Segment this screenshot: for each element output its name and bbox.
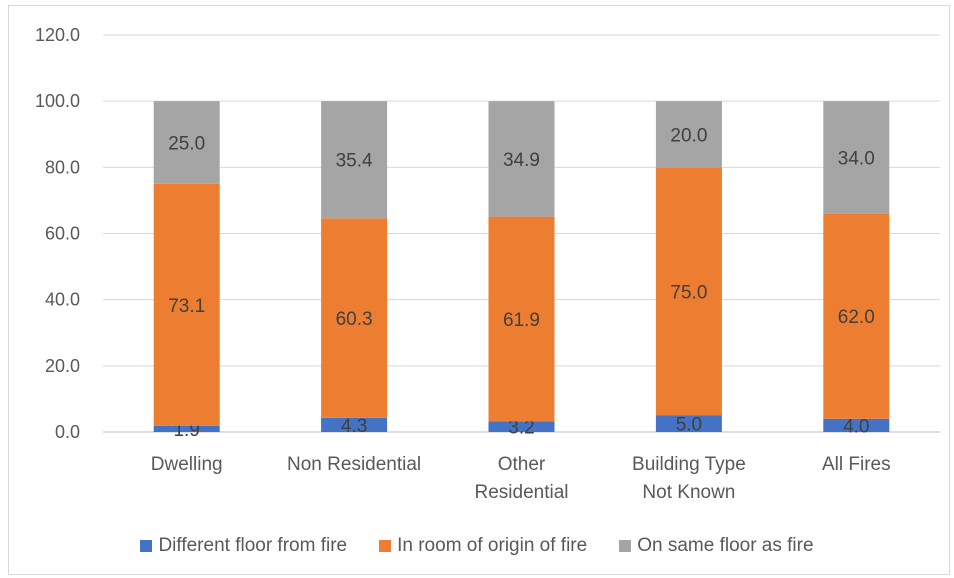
data-label: 20.0 (670, 125, 707, 146)
y-tick-label: 120.0 (35, 25, 80, 45)
bar-segment (488, 101, 555, 217)
bar-segment (655, 415, 722, 432)
x-category-label: Other (498, 454, 546, 475)
x-category-label: All Fires (822, 454, 891, 475)
data-label: 73.1 (168, 296, 205, 317)
bar-segment (153, 101, 220, 184)
data-label: 34.0 (838, 148, 875, 169)
data-label: 61.9 (503, 310, 540, 331)
x-category-label: Building Type (632, 454, 746, 475)
x-category-label: Dwelling (151, 454, 223, 475)
data-label: 4.3 (341, 416, 367, 437)
bar-segment (321, 218, 388, 418)
y-tick-label: 80.0 (45, 157, 80, 177)
legend-swatch-room-of-origin (379, 540, 392, 552)
bar-segment (655, 167, 722, 416)
bar-segment (153, 183, 220, 426)
y-tick-label: 40.0 (45, 290, 80, 310)
data-label: 35.4 (336, 151, 373, 172)
x-category-label: Non Residential (287, 454, 421, 475)
y-tick-label: 0.0 (55, 422, 80, 442)
bar-segment (321, 101, 388, 219)
legend-item-same-floor: On same floor as fire (619, 535, 814, 557)
data-label: 34.9 (503, 150, 540, 171)
chart-legend: Different floor from fire In room of ori… (0, 534, 954, 558)
bar-segment (823, 213, 890, 419)
legend-label-same-floor: On same floor as fire (637, 535, 814, 556)
y-tick-label: 100.0 (35, 91, 80, 111)
data-label: 5.0 (676, 415, 702, 436)
data-label: 25.0 (168, 134, 205, 155)
bar-segment (655, 101, 722, 168)
data-label: 62.0 (838, 307, 875, 328)
bar-segment (823, 101, 890, 214)
bar-segment (153, 425, 220, 432)
chart-frame (8, 5, 950, 575)
legend-label-room-of-origin: In room of origin of fire (397, 535, 588, 556)
legend-swatch-different-floor (140, 540, 153, 552)
data-label: 75.0 (670, 282, 707, 303)
bar-segment (321, 417, 388, 432)
bar-segment (488, 216, 555, 422)
legend-label-different-floor: Different floor from fire (158, 535, 348, 556)
y-tick-label: 60.0 (45, 224, 80, 244)
legend-swatch-same-floor (619, 540, 632, 552)
x-category-label: Residential (475, 482, 569, 503)
bar-segment (823, 418, 890, 432)
bar-segment (488, 421, 555, 432)
data-label: 60.3 (336, 309, 373, 330)
legend-item-room-of-origin: In room of origin of fire (379, 535, 587, 557)
legend-item-different-floor: Different floor from fire (140, 535, 347, 557)
data-label: 3.2 (508, 418, 534, 439)
data-label: 4.0 (843, 416, 869, 437)
y-tick-label: 20.0 (45, 356, 80, 376)
x-category-label: Not Known (642, 482, 735, 503)
